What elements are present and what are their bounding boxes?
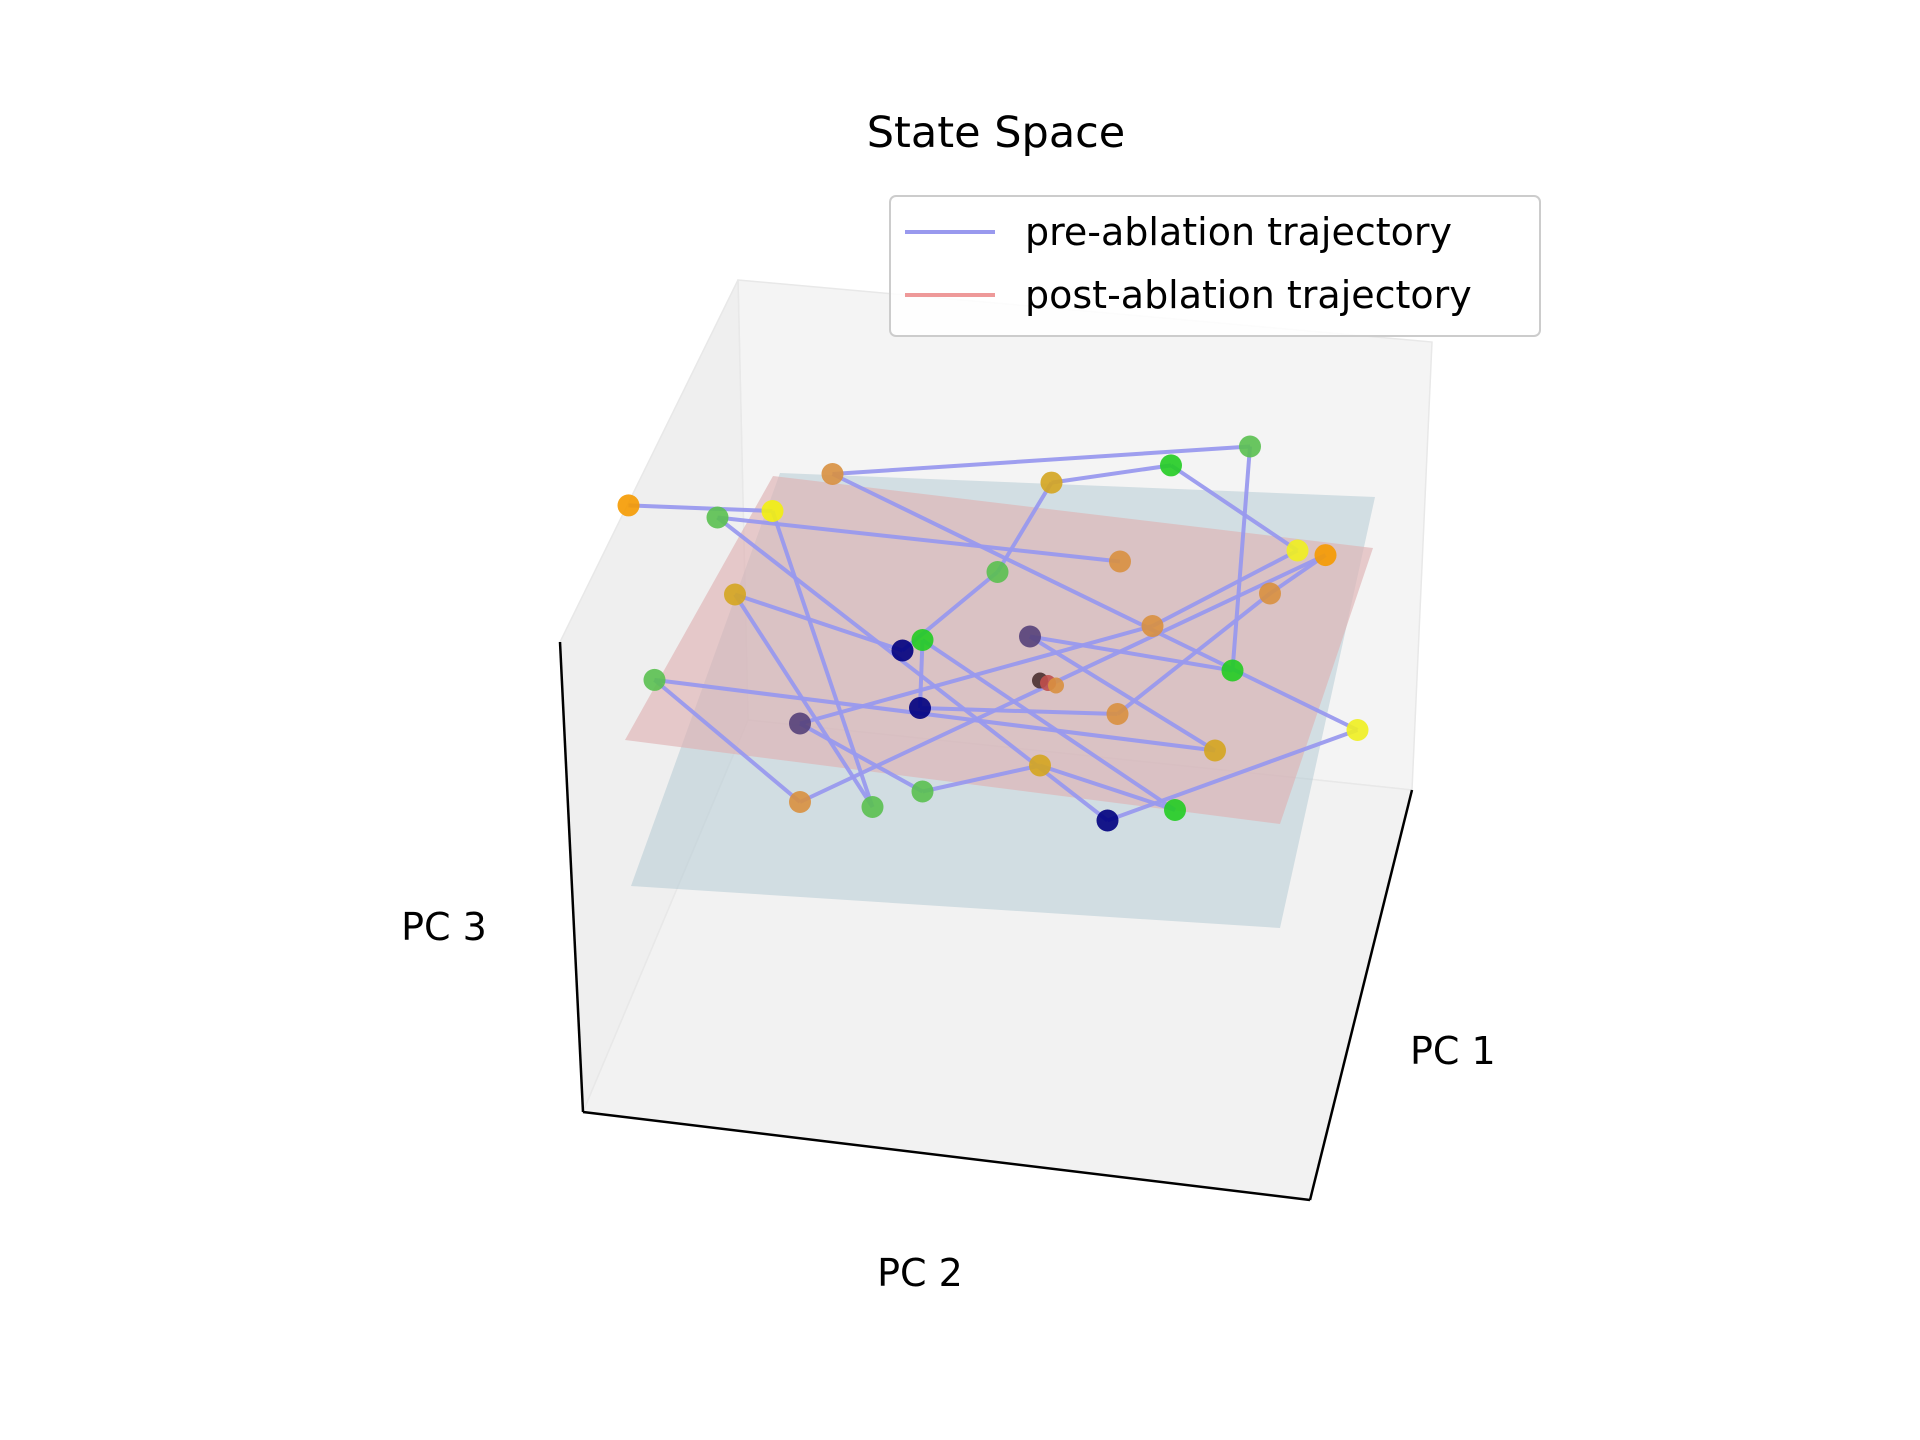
state-point	[909, 697, 931, 719]
trajectory-segment	[799, 721, 924, 794]
state-point	[1164, 799, 1186, 821]
z-axis-line	[558, 641, 585, 1113]
trajectory-segment	[1051, 463, 1172, 485]
trajectory-segment	[831, 472, 1359, 732]
state-point	[1239, 435, 1261, 458]
trajectory-segment	[717, 515, 1121, 564]
state-point	[789, 712, 811, 735]
state-point	[1029, 754, 1051, 777]
trajectory-segment	[919, 706, 1118, 716]
legend-label-post: post-ablation trajectory	[1025, 273, 1472, 317]
trajectory-segment	[1029, 634, 1233, 673]
point-layer	[617, 435, 1369, 832]
x-axis-line	[1308, 789, 1414, 1201]
trajectory-segment	[921, 638, 1177, 812]
trajectory-segment	[770, 510, 875, 808]
state-point	[1019, 625, 1041, 648]
legend-frame	[889, 195, 1541, 337]
state-point	[1221, 659, 1244, 682]
state-point	[1096, 809, 1119, 832]
state-point	[1346, 719, 1369, 741]
state-point	[706, 506, 729, 529]
trajectory-segment	[1028, 634, 1217, 753]
trajectory-segment	[1151, 548, 1299, 628]
legend-label-pre: pre-ablation trajectory	[1025, 210, 1452, 254]
post-ablation-plane	[625, 476, 1373, 824]
trajectory-segment	[733, 593, 875, 809]
state-point	[1106, 703, 1129, 725]
chart-title: State Space	[867, 108, 1126, 158]
state-point	[911, 780, 934, 803]
trajectory-segment	[1169, 463, 1299, 553]
y-axis-line	[582, 1110, 1311, 1202]
trajectory-segment	[832, 444, 1251, 476]
x-axis-label: PC 1	[1410, 1029, 1496, 1073]
state-point	[1109, 550, 1131, 573]
state-point	[911, 629, 934, 651]
state-point	[617, 494, 640, 517]
state-point	[1204, 739, 1226, 762]
z-axis-label: PC 3	[401, 905, 487, 949]
state-point	[643, 668, 666, 691]
state-point	[1141, 615, 1164, 637]
trajectory-segment	[653, 678, 802, 804]
state-point	[724, 583, 746, 606]
state-point	[1286, 539, 1309, 562]
state-point	[761, 500, 784, 522]
trajectory-segment	[654, 677, 1216, 753]
state-point	[891, 639, 914, 662]
trajectory-segment	[1106, 728, 1359, 823]
trajectory-segment	[1116, 591, 1272, 716]
state-point	[789, 791, 811, 813]
state-point	[821, 463, 844, 485]
state-point	[1040, 471, 1063, 494]
state-point	[1314, 544, 1337, 567]
trajectory-segment	[1230, 446, 1252, 671]
trajectory-segment	[922, 763, 1041, 794]
state-point	[986, 561, 1009, 583]
state-point	[861, 796, 884, 818]
state-point	[1048, 677, 1064, 694]
state-point	[1259, 582, 1281, 605]
y-axis-label: PC 2	[877, 1251, 963, 1295]
legend: pre-ablation trajectory post-ablation tr…	[889, 195, 1541, 337]
state-point	[1160, 454, 1182, 477]
trajectory-segment	[628, 503, 773, 513]
